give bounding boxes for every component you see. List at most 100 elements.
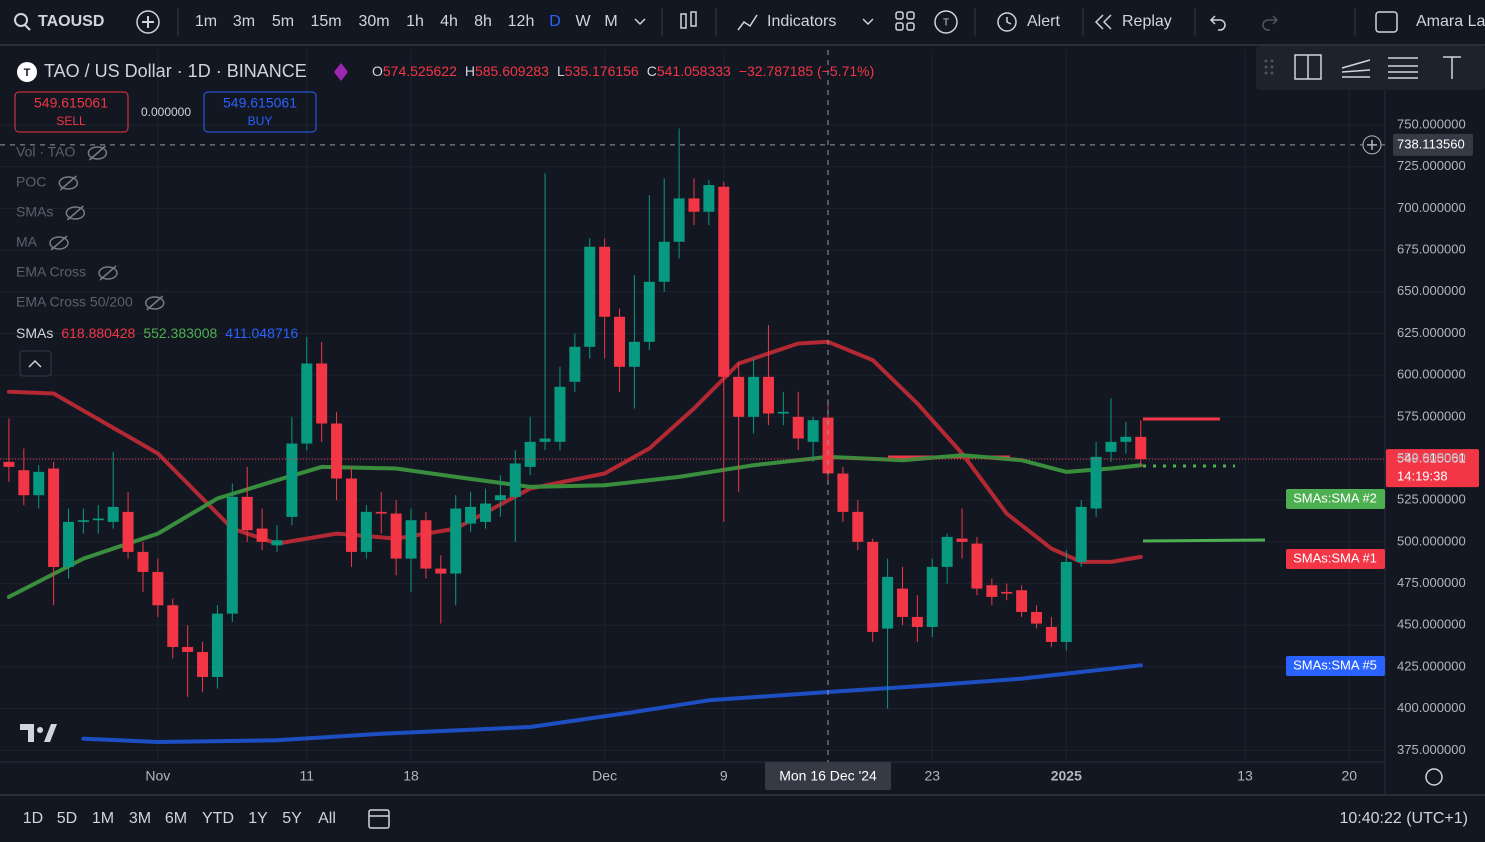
indicators-button[interactable]: Indicators [767,13,836,30]
range-button[interactable]: 1M [92,810,114,827]
price-tick-label: 575.000000 [1397,408,1466,423]
indicator-name[interactable]: EMA Cross 50/200 [16,294,133,310]
replay-icon[interactable] [1094,14,1104,30]
interval-button[interactable]: W [575,13,591,30]
tv-logo [20,724,57,742]
hidden-eye[interactable] [87,146,108,160]
sma-line [81,663,1143,744]
series-tag-label: SMAs:SMA #5 [1293,657,1377,672]
indicator-name[interactable]: Vol · TAO [16,144,76,160]
countdown: 14:19:38 [1397,469,1448,484]
interval-button[interactable]: 1h [406,13,424,30]
sma-legend-value: 411.048716 [225,325,298,341]
buy-price: 549.615061 [223,95,297,111]
candle-body [92,518,104,521]
indicator-name[interactable]: POC [16,174,46,190]
price-tick-label: 625.000000 [1397,325,1466,340]
alert-icon[interactable] [997,12,1017,32]
range-button[interactable]: 6M [165,810,187,827]
sell-label: SELL [56,114,86,128]
settings-icon[interactable] [1425,768,1443,786]
price-tick-label: 375.000000 [1397,742,1466,757]
clock[interactable]: 10:40:22 (UTC+1) [1339,810,1468,827]
range-button[interactable]: 1Y [248,810,268,827]
range-button[interactable]: 5D [57,810,77,827]
drawing-line [1142,538,1266,543]
hidden-eye[interactable] [144,296,165,310]
candle-body [748,376,760,417]
add-symbol[interactable] [136,10,160,34]
interval-group: 1m 3m 5m 15m 30m 1h 4h 8h 12h D W M [195,13,618,30]
fullscreen-icon[interactable] [1375,11,1398,33]
interval-button[interactable]: 8h [474,13,492,30]
candle-body [643,281,655,342]
interval-button[interactable]: M [604,13,617,30]
candle-body [986,585,998,597]
time-tick-label: 9 [720,768,728,784]
symbol-logo [17,62,37,82]
interval-button[interactable]: 15m [310,13,341,30]
interval-button[interactable]: D [549,13,561,30]
candle-body [852,511,864,542]
interval-button[interactable]: 30m [358,13,389,30]
dot [1270,71,1274,75]
replay-button[interactable]: Replay [1122,13,1172,30]
hidden-eye[interactable] [98,266,118,280]
interval-button[interactable]: 12h [508,13,535,30]
range-button[interactable]: 1D [23,810,43,827]
collapse-button[interactable] [19,350,52,377]
range-button[interactable]: 3M [129,810,151,827]
user-name[interactable]: Amara La [1416,13,1485,30]
crosshair-plus [1367,139,1377,150]
time-tick-label: 18 [403,768,419,784]
ohlc-letter: C [647,63,657,79]
price-tick-label: 600.000000 [1397,367,1466,382]
indicator-name[interactable]: MA [16,234,38,250]
indicator-name[interactable]: SMAs [16,204,53,220]
price-tick-label: 675.000000 [1397,242,1466,257]
candle-body [286,443,298,517]
symbol[interactable]: TAOUSD [38,13,104,30]
layout-icon[interactable] [895,11,904,20]
hidden-eye[interactable] [65,206,86,220]
interval-button[interactable]: 3m [233,13,255,30]
undo-icon[interactable] [1209,15,1226,31]
candle-body [107,506,119,522]
indicator-list: Vol · TAO POC SMAs MA EMA Cross EMA Cross 50/… [16,144,165,311]
layout-icon [906,11,915,20]
hidden-eye[interactable] [58,176,79,190]
candle-body [331,423,343,479]
sma-legend-value: 552.383008 [143,325,217,341]
drawing-tools [1294,54,1461,80]
chart-type-icon[interactable] [680,13,687,29]
candle-body [18,470,30,496]
candle-body [316,363,328,424]
range-button[interactable]: YTD [202,810,234,827]
indicators-chevron[interactable] [862,18,874,26]
range-button[interactable]: All [318,810,336,827]
candle-body [956,538,968,542]
redo-icon[interactable] [1262,15,1279,31]
indicators-icon[interactable] [737,14,758,31]
alert-button[interactable]: Alert [1027,13,1060,30]
time-tick-label: 20 [1341,768,1357,784]
candle-body [867,541,879,632]
interval-button[interactable]: 4h [440,13,458,30]
candle-body [539,438,551,442]
candle-body [688,198,700,212]
interval-button[interactable]: 5m [272,13,294,30]
date-range-icon[interactable] [368,809,390,829]
buy-button[interactable] [203,91,317,133]
range-button[interactable]: 5Y [282,810,302,827]
sell-button[interactable] [14,91,129,133]
candle-body [182,646,194,652]
price-tick-label: 750.000000 [1397,116,1466,131]
toolbar-icons [14,10,1398,34]
interval-chevron[interactable] [634,18,646,26]
search-icon[interactable] [14,13,28,27]
hidden-eye[interactable] [49,236,69,250]
legend-title[interactable]: TAO / US Dollar · 1D · BINANCE [44,61,307,81]
templates-icon[interactable] [934,10,958,34]
interval-button[interactable]: 1m [195,13,217,30]
indicator-name[interactable]: EMA Cross [16,264,86,280]
